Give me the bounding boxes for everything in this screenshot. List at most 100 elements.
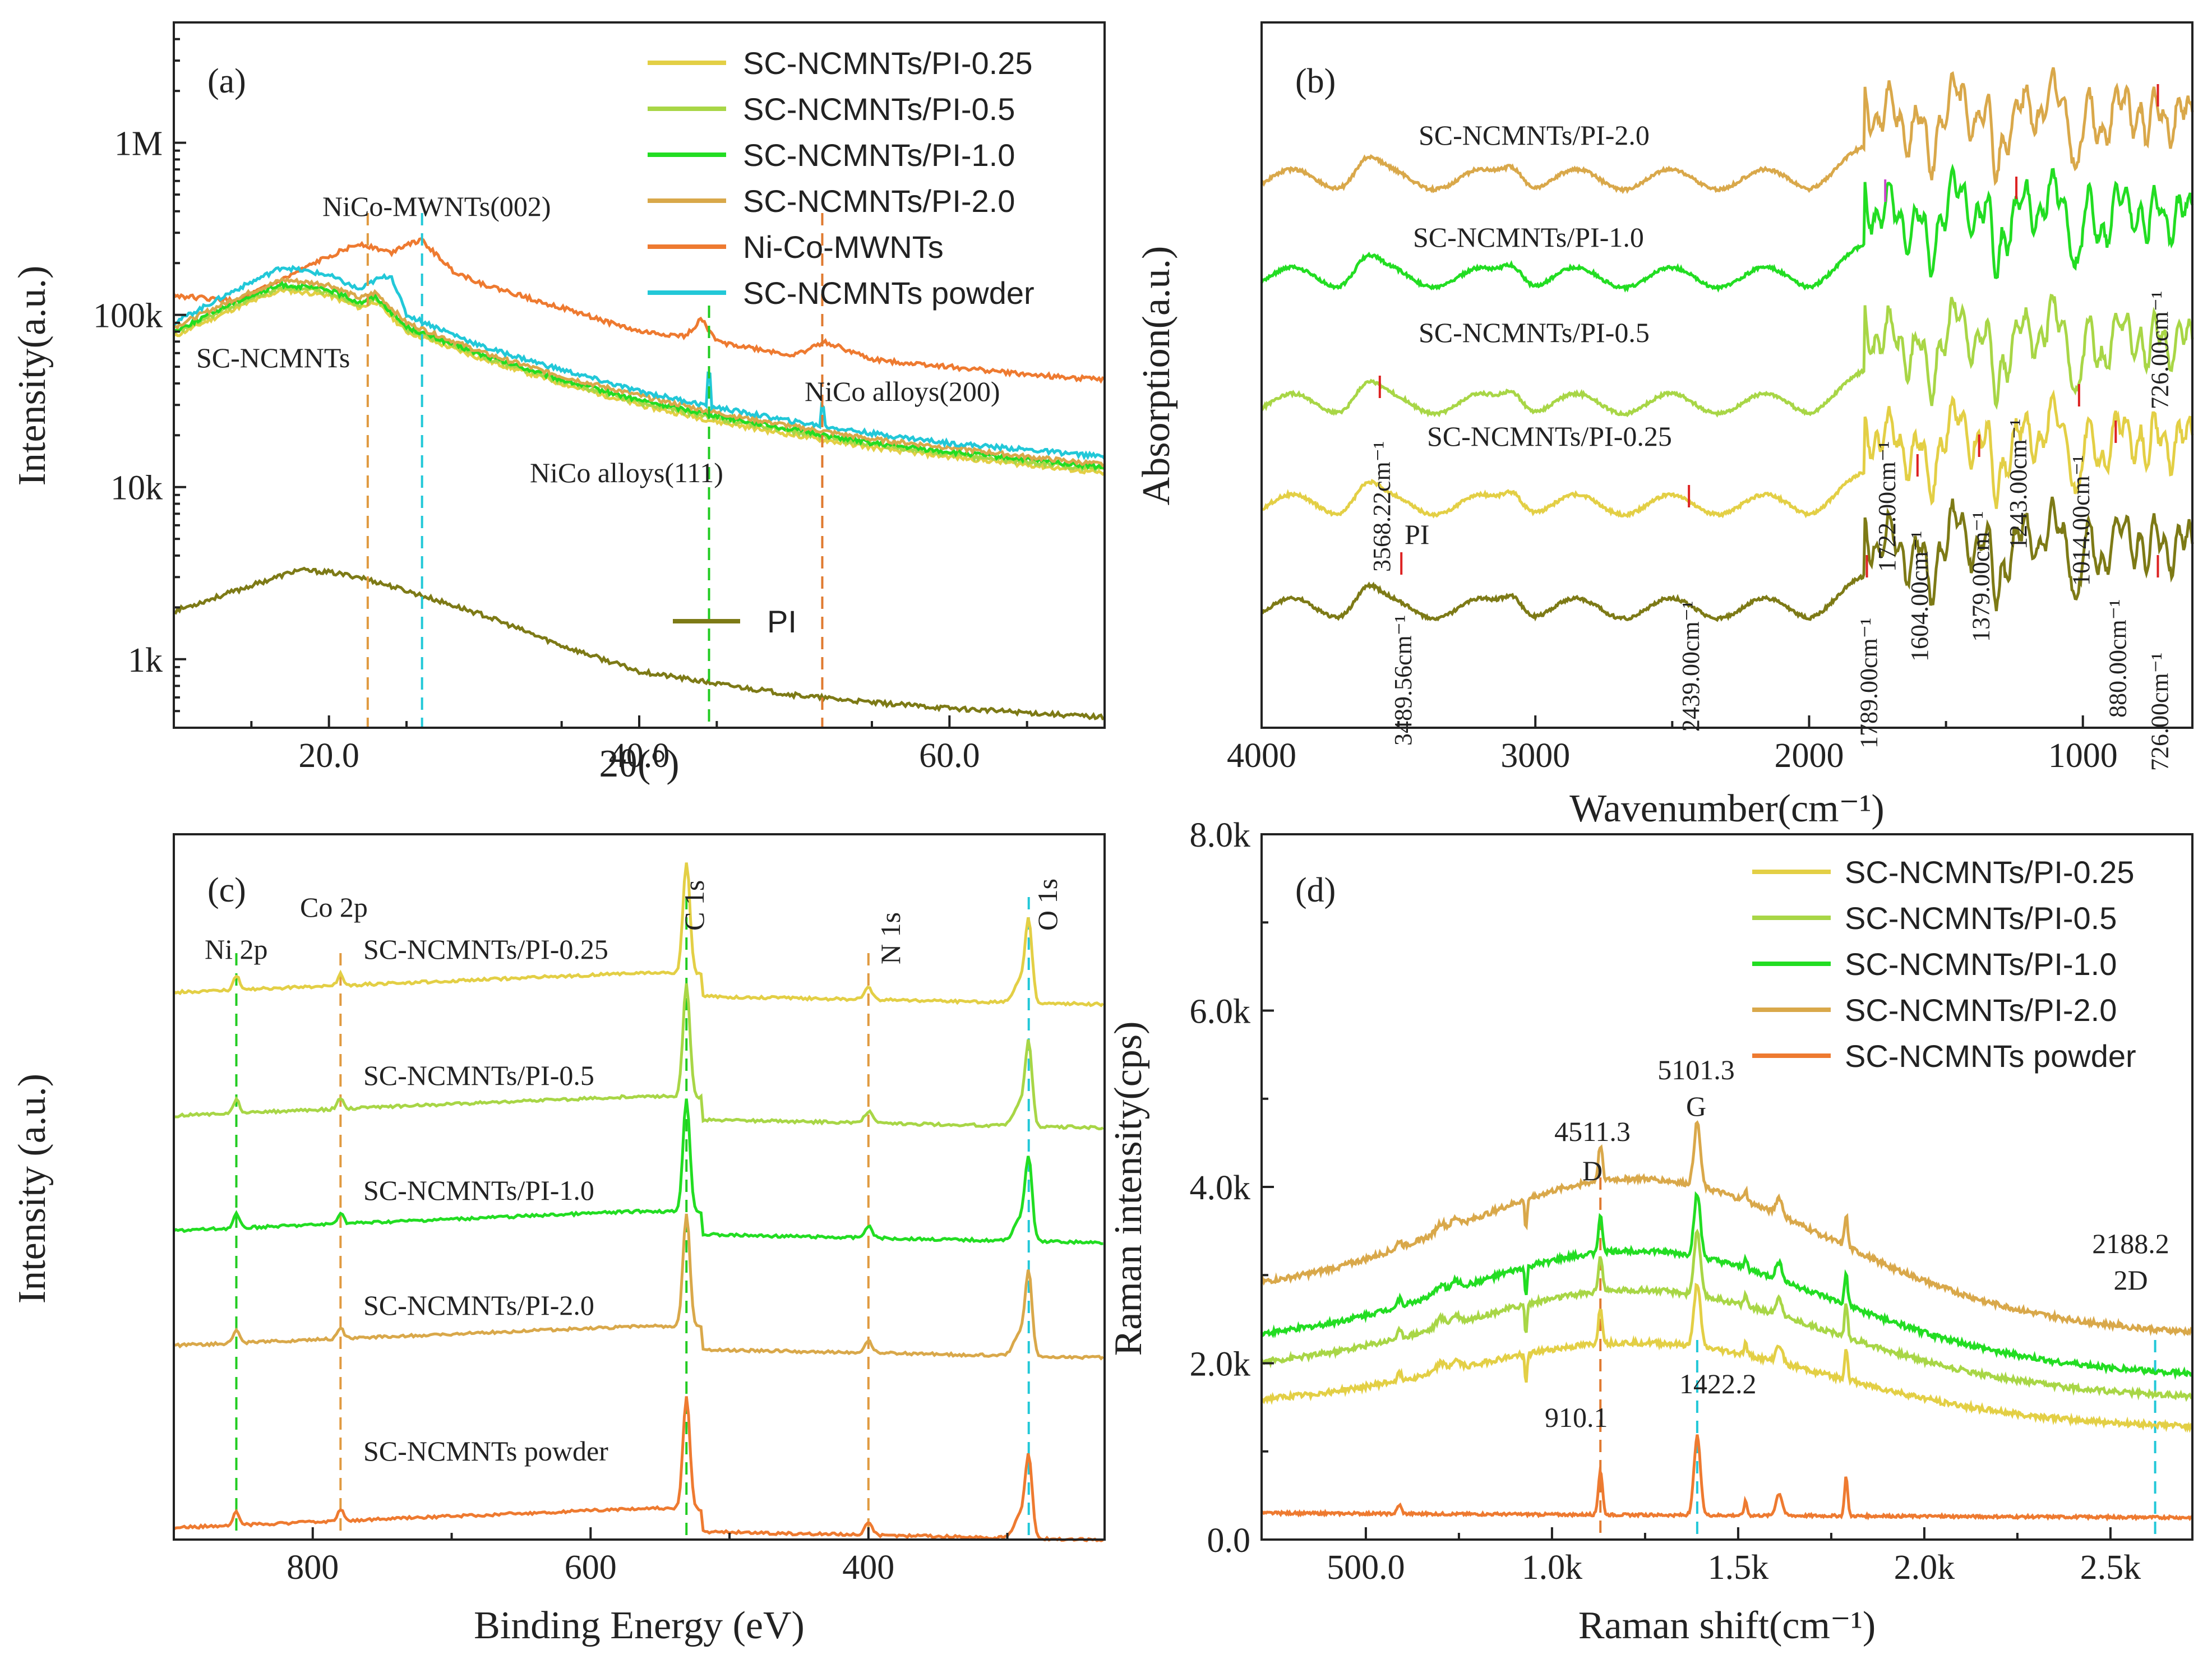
panel-b-series-labels: SC-NCMNTs/PI-2.0 SC-NCMNTs/PI-1.0 SC-NCMNT… <box>1405 119 1672 550</box>
series-label-sc-ncmnts-pi-0-25: SC-NCMNTs/PI-0.25 <box>363 934 608 965</box>
panel-c-label: (c) <box>207 871 246 909</box>
panel-d-xlabel: Raman shift(cm⁻¹) <box>1578 1604 1876 1647</box>
panel-b-ylabel: Absorption(a.u.) <box>1135 246 1178 506</box>
legend-label-sc-ncmnts-pi-0-25: SC-NCMNTs/PI-0.25 <box>1845 854 2135 890</box>
panel-b-label: (b) <box>1295 62 1336 100</box>
legend-label-sc-ncmnts-pi-2-0: SC-NCMNTs/PI-2.0 <box>743 183 1015 219</box>
x-tick-label: 2000 <box>1774 737 1844 775</box>
peak-label: 2439.00cm⁻¹ <box>1677 601 1705 732</box>
legend-label-sc-ncmnts-pi-2-0: SC-NCMNTs/PI-2.0 <box>1845 992 2117 1028</box>
series-label-sc-ncmnts-pi-1-0: SC-NCMNTs/PI-1.0 <box>363 1175 594 1206</box>
legend-label-sc-ncmnts-pi-1-0: SC-NCMNTs/PI-1.0 <box>1845 946 2117 982</box>
panel-b-curves <box>1260 67 2194 622</box>
x-tick-label: 2.5k <box>2080 1549 2141 1587</box>
panel-a-ticks: 20.0 40.0 60.0 1k 10k 100k 1M <box>93 21 1028 775</box>
panel-c-frame <box>173 833 1106 1541</box>
x-tick-label: 1000 <box>2048 737 2118 775</box>
x-tick-label: 600 <box>565 1549 617 1587</box>
x-tick-label: 3000 <box>1500 737 1570 775</box>
peak-label: 1243.00cm⁻¹ <box>2005 419 2032 549</box>
series-label-sc-ncmnts-pi-0-5: SC-NCMNTs/PI-0.5 <box>1419 317 1650 348</box>
series-label-sc-ncmnts-pi-1-0: SC-NCMNTs/PI-1.0 <box>1413 221 1644 253</box>
y-tick-label: 10k <box>110 469 163 507</box>
legend-label-sc-ncmnts-powder: SC-NCMNTs powder <box>1845 1038 2136 1074</box>
panel-c-xlabel: Binding Energy (eV) <box>474 1604 805 1647</box>
peak-label: 1604.00cm⁻¹ <box>1906 531 1933 662</box>
series-sc-ncmnts-pi-2-0 <box>1260 1120 2193 1337</box>
series-sc-ncmnts-pi-2-0 <box>173 276 1106 468</box>
peak-label: 1014.00cm⁻¹ <box>2067 455 2095 586</box>
panel-a-xlabel: 2θ(°) <box>599 742 679 785</box>
series-label-sc-ncmnts-powder: SC-NCMNTs powder <box>363 1435 608 1467</box>
x-tick-label: 4000 <box>1227 737 1296 775</box>
panel-b: 4000 3000 2000 1000 (b) Wavenumber(cm⁻¹) Ab… <box>1135 21 2194 830</box>
annotation-d: D <box>1582 1155 1603 1186</box>
peak-label: 3489.56cm⁻¹ <box>1389 615 1417 746</box>
panel-c-ticks: 800 600 400 <box>287 1527 1009 1587</box>
annotation-2188: 2188.2 <box>2092 1228 2169 1259</box>
panel-d-curves <box>1260 1120 2193 1522</box>
series-sc-ncmnts-pi-1-0 <box>1260 163 2194 293</box>
series-label-sc-ncmnts-pi-2-0: SC-NCMNTs/PI-2.0 <box>363 1290 594 1321</box>
x-tick-label: 20.0 <box>298 737 359 775</box>
y-tick-label: 2.0k <box>1190 1346 1251 1384</box>
panel-b-frame <box>1260 21 2193 729</box>
series-label-sc-ncmnts-pi-0-25: SC-NCMNTs/PI-0.25 <box>1427 420 1672 452</box>
panel-c-reference-lines <box>235 897 1030 1540</box>
panel-d-legend: SC-NCMNTs/PI-0.25 SC-NCMNTs/PI-0.5 SC-NCMN… <box>1752 854 2136 1074</box>
panel-d-ylabel: Raman intensity(cps) <box>1107 1022 1150 1356</box>
legend-label-sc-ncmnts-pi-1-0: SC-NCMNTs/PI-1.0 <box>743 137 1015 173</box>
x-tick-label: 2.0k <box>1894 1549 1955 1587</box>
x-tick-label: 800 <box>287 1549 339 1587</box>
label-o-1s: O 1s <box>1032 879 1063 931</box>
y-tick-label: 6.0k <box>1190 993 1251 1031</box>
series-sc-ncmnts-pi-0-5 <box>174 983 1104 1131</box>
series-label-sc-ncmnts-pi-2-0: SC-NCMNTs/PI-2.0 <box>1419 119 1650 151</box>
annotation-nico-alloys-111: NiCo alloys(111) <box>530 457 723 488</box>
series-sc-ncmnts-pi-1-0 <box>173 1098 1103 1245</box>
x-tick-label: 40.0 <box>609 737 670 775</box>
legend-label-sc-ncmnts-pi-0-5: SC-NCMNTs/PI-0.5 <box>743 91 1015 127</box>
series-sc-ncmnts-pi-0-5 <box>1260 1228 2193 1402</box>
y-tick-label: 4.0k <box>1190 1169 1251 1207</box>
panel-c: 800 600 400 (c) Binding Energy (eV) Intens… <box>11 833 1106 1647</box>
panel-a: 20.0 40.0 60.0 1k 10k 100k 1M (a) 2θ(°) Intens… <box>11 21 1106 785</box>
annotation-sc-ncmnts: SC-NCMNTs <box>196 342 350 373</box>
series-sc-ncmnts-pi-2-0 <box>173 1213 1105 1361</box>
legend-label-sc-ncmnts-pi-0-5: SC-NCMNTs/PI-0.5 <box>1845 900 2117 936</box>
annotation-g: G <box>1686 1090 1706 1122</box>
series-sc-ncmnts-powder <box>1260 1434 2193 1522</box>
panel-b-xlabel: Wavenumber(cm⁻¹) <box>1569 787 1885 830</box>
panel-c-ylabel: Intensity (a.u.) <box>11 1074 54 1304</box>
series-pi <box>1261 496 2194 622</box>
panel-b-ticks: 4000 3000 2000 1000 <box>1227 715 2118 775</box>
peak-label: 1379.00cm⁻¹ <box>1968 511 1995 642</box>
series-sc-ncmnts-pi-1-0 <box>172 280 1106 470</box>
x-tick-label: 500.0 <box>1327 1549 1405 1587</box>
annotation-5101: 5101.3 <box>1657 1054 1735 1085</box>
panel-a-label: (a) <box>207 62 246 100</box>
annotation-910: 910.1 <box>1545 1402 1608 1433</box>
peak-label: 1722.00cm⁻¹ <box>1873 441 1901 572</box>
y-tick-label: 1M <box>114 125 163 163</box>
panel-a-legend: SC-NCMNTs/PI-0.25 SC-NCMNTs/PI-0.5 SC-NCMN… <box>648 45 1035 311</box>
panel-d-ticks: 500.0 1.0k 1.5k 2.0k 2.5k 0.0 2.0k 4.0k 6.0k 8.0k <box>1190 816 2141 1587</box>
series-sc-ncmnts-pi-0-25 <box>173 862 1105 1008</box>
series-sc-ncmnts-pi-1-0 <box>1260 1191 2192 1380</box>
legend-label-sc-ncmnts-powder: SC-NCMNTs powder <box>743 275 1035 311</box>
panel-d: 500.0 1.0k 1.5k 2.0k 2.5k 0.0 2.0k 4.0k 6.0k 8.0k… <box>1107 816 2193 1647</box>
annotation-2d: 2D <box>2113 1264 2148 1296</box>
peak-label: 880.00cm⁻¹ <box>2104 599 2131 718</box>
series-sc-ncmnts-pi-0-25 <box>1260 389 2194 519</box>
label-co-2p: Co 2p <box>300 891 368 923</box>
panel-d-reference-lines <box>1599 1177 2156 1540</box>
annotation-1422: 1422.2 <box>1679 1368 1757 1399</box>
label-c-1s: C 1s <box>678 880 710 931</box>
annotation-4511: 4511.3 <box>1554 1116 1631 1147</box>
panel-b-peak-labels: 3568.22cm⁻¹ 3489.56cm⁻¹ 2439.00cm⁻¹ 1789.00… <box>1368 84 2173 771</box>
peak-label: 726.00cm⁻¹ <box>2146 291 2173 409</box>
peak-label: 726.00cm⁻¹ <box>2146 653 2173 771</box>
series-pi <box>173 566 1105 720</box>
label-n-1s: N 1s <box>875 912 906 964</box>
